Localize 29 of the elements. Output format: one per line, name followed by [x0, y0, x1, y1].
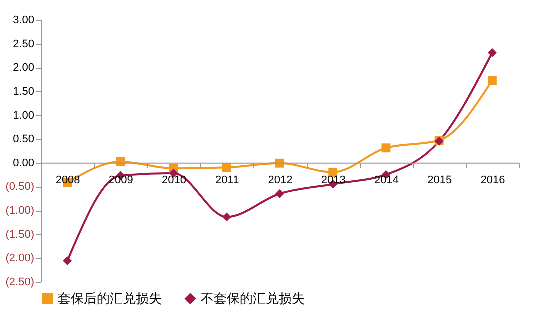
- point: [276, 189, 284, 198]
- y-tick-label: 0.00: [13, 157, 34, 170]
- y-tick-label: 1.50: [13, 86, 34, 98]
- x-tick-label: 2011: [216, 174, 240, 186]
- legend-label: 套保后的汇兑损失: [58, 290, 162, 306]
- y-tick-label: (1.50): [6, 228, 34, 241]
- x-tick-label: 2012: [268, 174, 293, 186]
- y-tick-label: (2.50): [6, 276, 34, 288]
- y-tick-label: (2.00): [6, 252, 34, 265]
- y-tick-label: 1.00: [13, 110, 34, 122]
- y-tick-label: 3.00: [13, 14, 34, 26]
- x-tick-label: 2016: [480, 174, 506, 186]
- x-tick-label: 2014: [374, 174, 399, 186]
- point: [276, 158, 284, 168]
- point: [116, 157, 126, 166]
- point: [63, 256, 72, 266]
- y-tick-label: 2.50: [13, 38, 34, 50]
- y-tick-label: (0.50): [6, 181, 34, 194]
- legend-label: 不套保的汇兑损失: [201, 290, 305, 306]
- y-tick-label: 0.50: [13, 134, 34, 146]
- point: [222, 163, 232, 172]
- point: [222, 212, 232, 222]
- point: [382, 144, 391, 153]
- y-tick-label: 2.00: [13, 62, 34, 74]
- point: [488, 48, 497, 58]
- x-tick-label: 2010: [162, 174, 187, 186]
- y-tick-label: (1.00): [6, 205, 34, 218]
- x-tick-label: 2015: [428, 174, 452, 186]
- point: [488, 76, 497, 85]
